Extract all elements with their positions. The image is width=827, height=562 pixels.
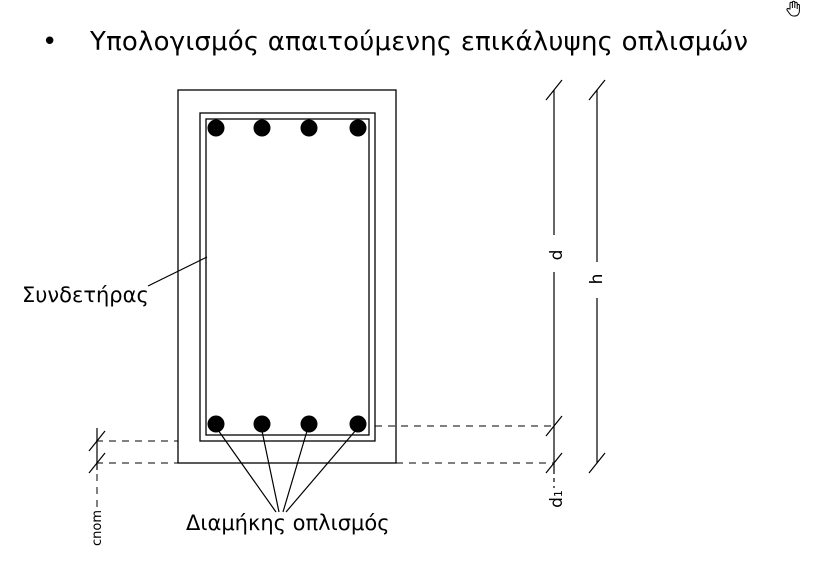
section-height-label: h [587, 273, 607, 285]
top-rebars [207, 119, 367, 137]
stirrup-outer-line [199, 112, 376, 442]
stirrup-leader [147, 256, 208, 287]
cnom-dimension [88, 428, 106, 474]
cnom-label: cnom [90, 509, 105, 546]
bottom-rebars [207, 415, 367, 433]
stirrup-inner-line [205, 118, 370, 436]
d1-label: d1 [547, 490, 567, 508]
rebar [253, 415, 271, 433]
rebar-leader [261, 430, 280, 513]
rebar [349, 119, 367, 137]
stirrup-label: Συνδετήρας [22, 283, 149, 307]
rebar-leader [217, 429, 277, 513]
effective-depth-label: d [547, 249, 567, 261]
rebar [207, 415, 225, 433]
slide-heading: Υπολογισμός απαιτούμενης επικάλυψης οπλι… [90, 27, 749, 57]
hand-cursor-icon [786, 0, 800, 17]
rebar [349, 415, 367, 433]
bullet-point: • [42, 27, 58, 57]
rebar [253, 119, 271, 137]
rebar-leader [282, 430, 308, 513]
rebar [300, 415, 318, 433]
rebar-leader [285, 429, 357, 513]
rebar [300, 119, 318, 137]
rebar [207, 119, 225, 137]
d1-dimension [545, 426, 563, 488]
longitudinal-reinforcement-label: Διαμήκης οπλισμός [186, 511, 390, 535]
h-dimension [588, 79, 606, 474]
concrete-section-outline [177, 89, 397, 464]
